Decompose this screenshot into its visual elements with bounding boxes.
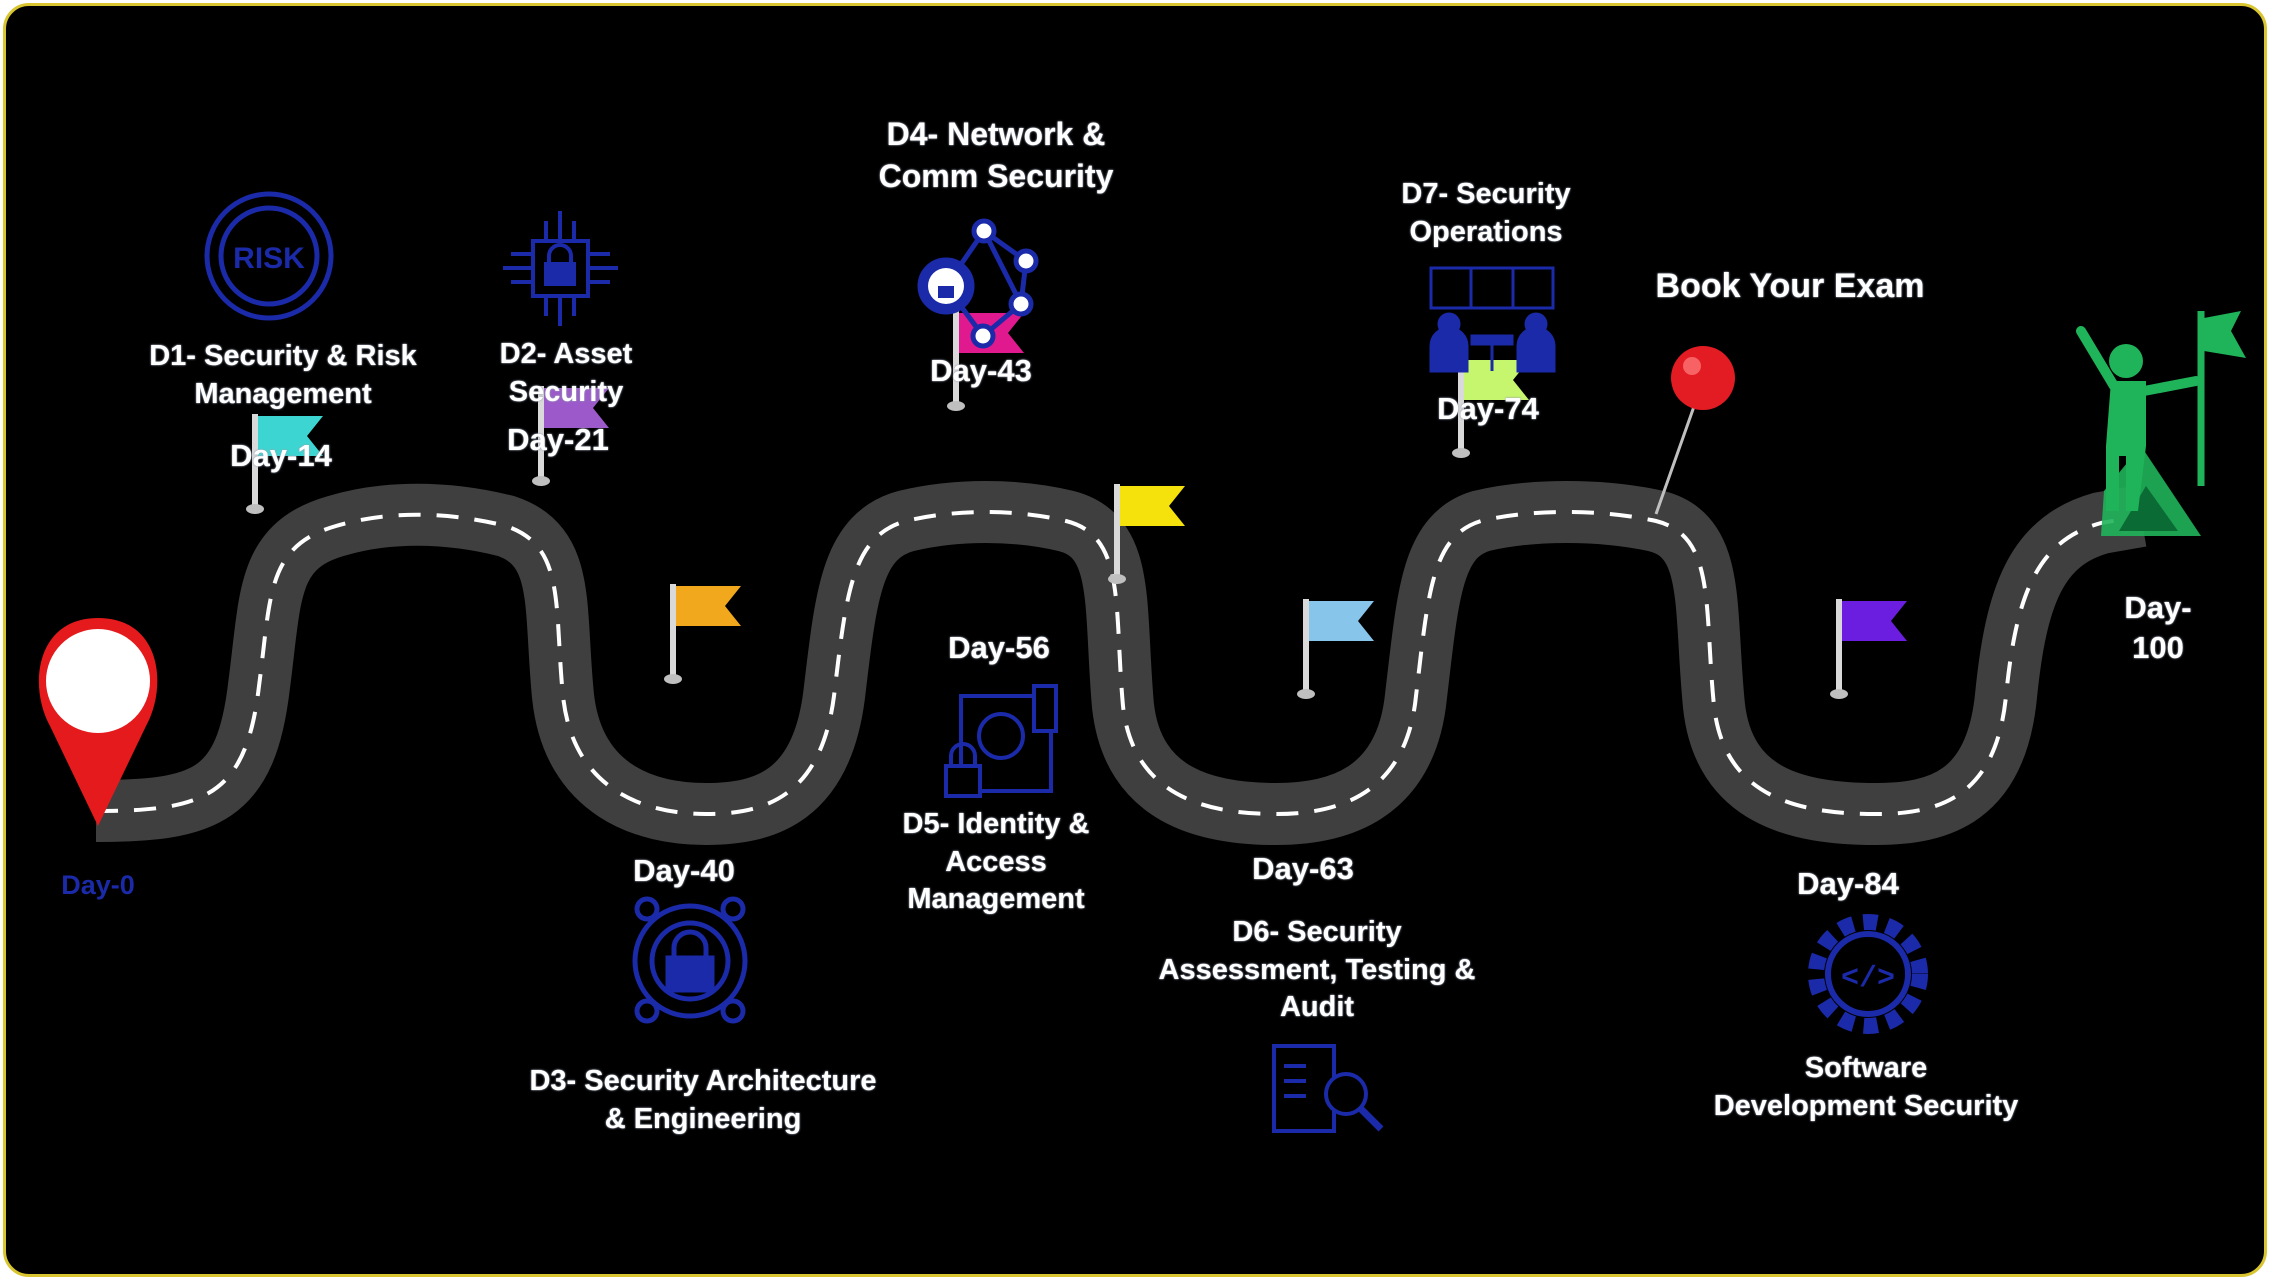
chip-lock-icon	[503, 211, 618, 326]
milestone-4-title: D4- Network & Comm Security	[878, 116, 1114, 194]
identity-access-icon	[944, 684, 1058, 798]
milestone-1-day: Day-14	[230, 438, 332, 473]
lock-shield-icon	[632, 896, 748, 1024]
book-exam-label: Book Your Exam	[1655, 267, 1925, 305]
finish-day-label: Day-100	[2124, 590, 2192, 666]
milestone-4-day: Day-43	[930, 353, 1032, 388]
milestone-5-title: D5- Identity & Access Management	[902, 808, 1090, 916]
start-pin	[38, 618, 158, 826]
flag-6	[1297, 599, 1374, 699]
roadmap-canvas: RISK	[38, 191, 2246, 1133]
milestone-5-day: Day-56	[948, 630, 1050, 665]
start-label: START HERE	[55, 652, 141, 710]
exam-pin	[1654, 346, 1735, 515]
code-gear-icon: </>	[1808, 914, 1928, 1034]
milestone-3-title: D3- Security Architecture & Engineering	[529, 1065, 877, 1135]
network-icon	[917, 218, 1039, 349]
milestone-8-title: Software Development Security	[1713, 1052, 2019, 1122]
road	[95, 481, 2147, 846]
flag-2	[532, 386, 609, 486]
audit-search-icon	[1272, 1044, 1384, 1133]
svg-text:</>: </>	[1841, 962, 1895, 996]
milestone-6-title: D6- Security Assessment, Testing & Audit	[1158, 916, 1476, 1024]
flag-5	[1108, 484, 1185, 584]
start-line1: START	[55, 652, 141, 682]
flag-3	[664, 584, 741, 684]
milestone-7-title: D7- Security Operations	[1401, 178, 1571, 248]
milestone-2-title: D2- Asset Security	[499, 338, 633, 408]
milestone-3-day: Day-40	[633, 853, 735, 888]
milestone-6-day: Day-63	[1252, 851, 1354, 886]
flag-8	[1830, 599, 1907, 699]
milestone-1-title: D1- Security & Risk Management	[149, 340, 417, 410]
flag-7	[1452, 358, 1529, 458]
risk-icon: RISK	[204, 191, 334, 321]
milestone-8-day: Day-84	[1797, 866, 1899, 901]
start-day-label: Day-0	[61, 870, 135, 900]
roadmap-frame: RISK	[3, 3, 2267, 1277]
flag-1	[246, 414, 323, 514]
start-line2: HERE	[61, 679, 135, 710]
milestone-7-day: Day-74	[1437, 391, 1539, 426]
svg-text:RISK: RISK	[233, 242, 305, 275]
climber-flag-icon	[2076, 311, 2246, 536]
operations-icon	[1429, 266, 1556, 373]
milestone-2-day: Day-21	[507, 422, 609, 457]
